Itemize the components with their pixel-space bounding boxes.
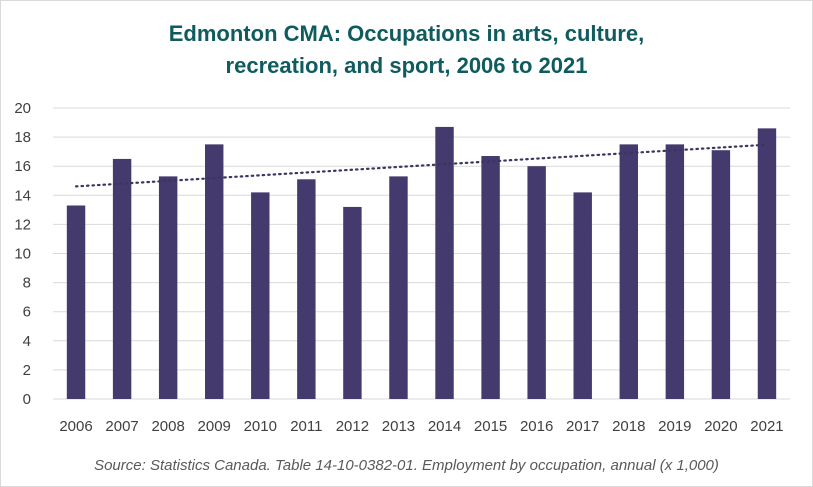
bar-2009 <box>205 144 224 399</box>
y-tick-label: 6 <box>23 304 31 321</box>
chart-title-line-2: recreation, and sport, 2006 to 2021 <box>225 53 588 78</box>
y-axis-ticks: 0 2 4 6 8 10 12 14 16 18 20 <box>14 100 31 408</box>
x-tick-label: 2008 <box>151 418 184 435</box>
bar-2013 <box>389 176 408 399</box>
y-tick-label: 20 <box>14 100 31 117</box>
y-tick-label: 14 <box>14 187 31 204</box>
x-tick-label: 2007 <box>105 418 138 435</box>
y-tick-label: 8 <box>23 275 31 292</box>
x-tick-label: 2018 <box>612 418 645 435</box>
y-tick-label: 18 <box>14 129 31 146</box>
chart-title: Edmonton CMA: Occupations in arts, cultu… <box>0 18 813 82</box>
x-tick-label: 2006 <box>59 418 92 435</box>
x-tick-label: 2011 <box>290 418 322 435</box>
x-tick-label: 2019 <box>658 418 691 435</box>
bar-2017 <box>573 192 592 399</box>
bar-2021 <box>757 128 777 399</box>
bar-2019 <box>665 144 685 399</box>
x-tick-label: 2020 <box>704 418 737 435</box>
y-tick-label: 4 <box>23 333 31 350</box>
chart-title-line-1: Edmonton CMA: Occupations in arts, cultu… <box>168 21 645 46</box>
bar-2015 <box>481 156 500 399</box>
trendline-layer <box>74 143 769 188</box>
y-tick-label: 2 <box>23 362 31 379</box>
bar-2012 <box>343 206 362 399</box>
bar-2010 <box>251 192 270 399</box>
bar-2007 <box>112 158 132 399</box>
y-tick-label: 12 <box>14 216 31 233</box>
x-tick-label: 2015 <box>474 418 507 435</box>
bar-2008 <box>158 176 178 399</box>
x-tick-label: 2017 <box>566 418 599 435</box>
bar-2011 <box>297 179 316 399</box>
x-tick-label: 2010 <box>244 418 277 435</box>
y-tick-label: 16 <box>14 158 31 175</box>
x-tick-label: 2013 <box>382 418 415 435</box>
trendline <box>74 143 769 188</box>
source-note: Source: Statistics Canada. Table 14-10-0… <box>94 457 719 474</box>
x-tick-label: 2021 <box>750 418 783 435</box>
x-tick-label: 2009 <box>198 418 231 435</box>
x-tick-label: 2016 <box>520 418 553 435</box>
x-axis-ticks: 2006 2007 2008 2009 2010 2011 2012 2013 2014 2015… <box>59 418 783 435</box>
bars <box>66 126 777 399</box>
x-tick-label: 2012 <box>336 418 369 435</box>
y-tick-label: 0 <box>23 391 31 408</box>
y-tick-label: 10 <box>14 246 31 263</box>
bar-2006 <box>66 205 86 399</box>
x-tick-label: 2014 <box>428 418 461 435</box>
bar-2018 <box>619 144 638 399</box>
bar-2014 <box>435 126 454 399</box>
bar-2020 <box>711 150 731 399</box>
bar-2016 <box>527 166 546 399</box>
